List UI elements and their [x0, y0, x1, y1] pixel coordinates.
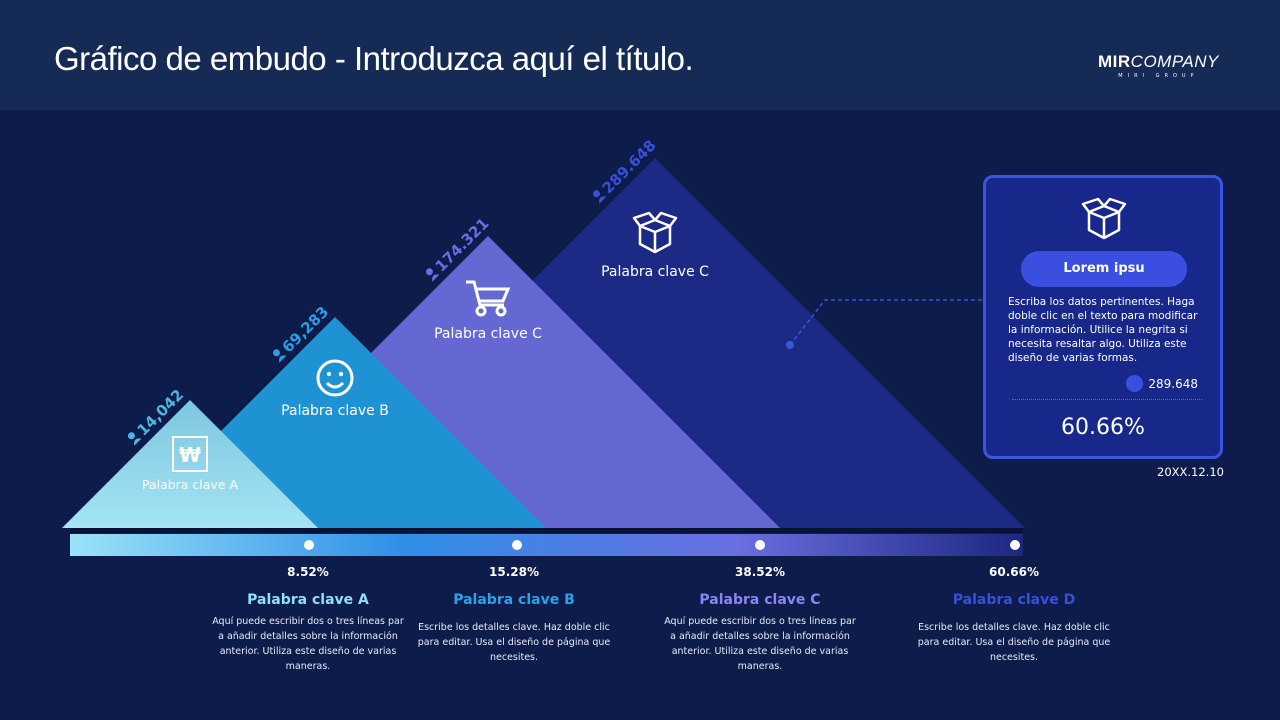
stage-percent: 38.52%	[735, 565, 785, 579]
stage-percent: 8.52%	[287, 565, 329, 579]
stage-detail: 15.28% Palabra clave B Escribe los detalle…	[414, 565, 614, 665]
stage-text: Aquí puede escribir dos o tres líneas pa…	[664, 616, 856, 672]
card-description: Escriba los datos pertinentes. Haga dobl…	[1008, 296, 1198, 364]
company-logo: MIRCOMPANY MIRI GROUP	[1098, 52, 1219, 79]
stage-text: Escribe los detalles clave. Haz doble cl…	[917, 622, 1111, 663]
box-icon	[632, 211, 678, 254]
box-icon	[1081, 197, 1127, 240]
divider	[1012, 399, 1202, 400]
stage-heading: Palabra clave B	[453, 592, 575, 608]
funnel-stage-1	[62, 400, 318, 528]
date-label: 20XX.12.10	[1157, 465, 1224, 479]
svg-text:₩: ₩	[179, 443, 201, 467]
page-title: Gráfico de embudo - Introduzca aquí el t…	[54, 40, 694, 77]
stage-percent: 15.28%	[489, 565, 539, 579]
summary-card: Lorem ipsu Escriba los datos pertinentes…	[983, 175, 1223, 459]
baseline-shadow	[70, 528, 1023, 533]
user-icon	[272, 349, 280, 357]
stage-detail: 60.66% Palabra clave D Escribe los detalle…	[914, 565, 1114, 665]
stage-text: Escribe los detalles clave. Haz doble cl…	[417, 622, 611, 663]
smiley-icon	[316, 359, 354, 397]
stage-percent: 60.66%	[989, 565, 1039, 579]
header-bar	[0, 0, 1280, 110]
progress-bar	[70, 534, 1023, 556]
stage-label: Palabra clave B	[281, 403, 389, 419]
stage-label: Palabra clave C	[601, 264, 709, 280]
connector-line	[789, 299, 985, 346]
stage-marker	[512, 540, 522, 550]
user-icon	[1126, 375, 1144, 392]
stage-marker	[1010, 540, 1020, 550]
card-count: 289.648	[1126, 375, 1198, 392]
won-icon: ₩	[172, 436, 208, 472]
user-icon	[592, 190, 600, 198]
stage-heading: Palabra clave D	[952, 592, 1076, 608]
connector-dot	[786, 341, 794, 349]
stage-heading: Palabra clave A	[247, 592, 369, 608]
stage-marker	[755, 540, 765, 550]
cart-icon	[466, 280, 511, 317]
stage-detail: 38.52% Palabra clave C Aquí puede escribir…	[660, 565, 860, 674]
stage-marker	[304, 540, 314, 550]
lorem-button[interactable]: Lorem ipsu	[1021, 251, 1187, 287]
user-icon	[425, 268, 433, 276]
stage-text: Aquí puede escribir dos o tres líneas pa…	[212, 616, 404, 672]
stage-heading: Palabra clave C	[699, 592, 821, 608]
user-icon	[127, 432, 135, 440]
card-percent: 60.66%	[1061, 415, 1145, 440]
stage-label: Palabra clave C	[434, 326, 542, 342]
stage-label: Palabra clave A	[142, 477, 239, 492]
stage-detail: 8.52% Palabra clave A Aquí puede escribir …	[208, 565, 408, 674]
